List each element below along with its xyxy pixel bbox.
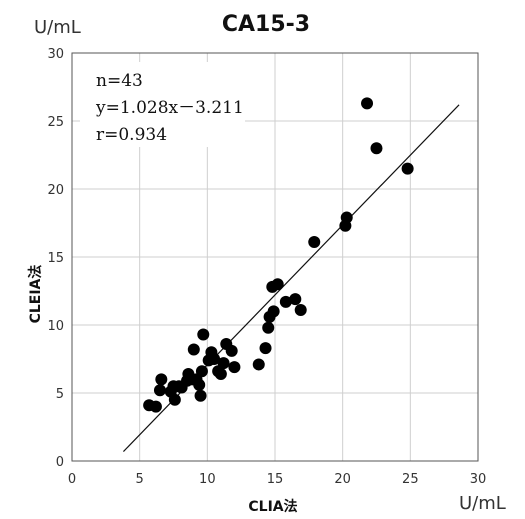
data-point: [208, 353, 221, 365]
data-point: [340, 211, 353, 224]
data-point: [194, 389, 207, 402]
y-axis-label: CLEIA法: [27, 265, 44, 324]
data-point: [401, 162, 414, 175]
annotation-r: r=0.934: [96, 125, 167, 145]
data-point: [149, 400, 162, 413]
data-points: [143, 97, 414, 413]
annotation-n: n=43: [96, 71, 143, 91]
data-point: [259, 342, 272, 355]
x-tick-label: 10: [199, 472, 216, 487]
x-tick-labels: 0 5 10 15 20 25 30: [68, 472, 486, 487]
x-tick-label: 30: [470, 472, 487, 487]
data-point: [294, 304, 307, 317]
x-tick-label: 5: [136, 472, 144, 487]
annotation-background: [80, 62, 245, 147]
y-tick-labels: 0 5 10 15 20 25 30: [47, 47, 64, 470]
data-point: [262, 321, 275, 334]
data-point: [153, 384, 166, 397]
data-point: [279, 295, 292, 308]
y-tick-label: 5: [56, 387, 64, 402]
data-point: [217, 357, 230, 370]
chart-title: CA15-3: [222, 12, 310, 37]
regression-line: [122, 104, 460, 452]
y-tick-label: 20: [47, 183, 64, 198]
x-unit-label: U/mL: [459, 493, 506, 514]
plot-frame: [71, 52, 479, 462]
x-tick-label: 20: [334, 472, 351, 487]
data-point: [370, 142, 383, 155]
data-point: [187, 343, 200, 356]
y-tick-label: 30: [47, 47, 64, 62]
y-tick-label: 0: [56, 455, 64, 470]
x-axis-label: CLIA法: [248, 498, 297, 515]
data-point: [252, 358, 265, 371]
data-point: [197, 328, 210, 341]
data-point: [193, 378, 206, 391]
x-tick-label: 0: [68, 472, 76, 487]
data-point: [289, 293, 302, 306]
data-point: [228, 361, 241, 374]
y-tick-label: 10: [47, 319, 64, 334]
data-point: [168, 393, 181, 406]
y-tick-label: 15: [47, 251, 64, 266]
x-tick-label: 15: [267, 472, 284, 487]
data-point: [271, 278, 284, 291]
y-unit-label: U/mL: [34, 17, 81, 38]
x-tick-label: 25: [402, 472, 419, 487]
data-point: [195, 365, 208, 378]
annotation-equation: y=1.028x－3.211: [95, 98, 244, 118]
data-point: [155, 373, 168, 386]
data-point: [267, 305, 280, 318]
data-point: [214, 367, 227, 380]
y-tick-label: 25: [47, 115, 64, 130]
data-point: [361, 97, 374, 110]
data-point: [225, 344, 238, 357]
data-point: [308, 236, 321, 249]
